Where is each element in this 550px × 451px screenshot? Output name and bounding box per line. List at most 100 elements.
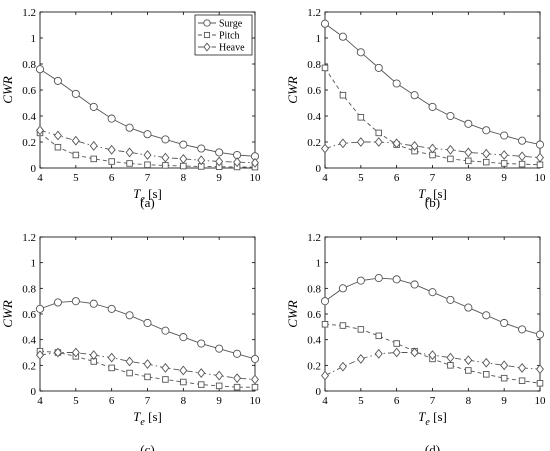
data-point-heave <box>161 362 170 373</box>
y-tick-label: 1 <box>316 33 322 45</box>
panel-label: (b) <box>425 195 440 210</box>
y-tick-label: 0.4 <box>307 335 321 347</box>
data-point-surge <box>500 318 509 328</box>
data-point-heave <box>143 359 152 369</box>
y-tick-label: 0.8 <box>307 283 321 295</box>
series-line-surge <box>324 277 541 335</box>
y-tick-label: 0.2 <box>307 137 321 149</box>
chart-panel-2: 4 5 6 7 8 9 10 0 0.2 0.4 0.6 0.8 1 1.2 CWR Te [s](b) <box>285 7 546 210</box>
y-tick-label: 1 <box>31 33 37 45</box>
data-point-heave <box>36 125 44 136</box>
data-point-surge <box>410 91 419 100</box>
y-axis-label: CWR <box>0 76 15 104</box>
x-axis-label-subscript: e <box>425 417 430 428</box>
x-tick-label: 9 <box>501 395 507 407</box>
data-point-pitch <box>72 151 80 159</box>
x-tick-label: 5 <box>73 172 79 184</box>
data-point-heave <box>464 355 473 366</box>
data-point-pitch <box>233 383 241 391</box>
data-point-pitch <box>447 362 454 369</box>
data-point-surge <box>215 148 224 157</box>
data-point-heave <box>233 157 242 168</box>
data-point-surge <box>392 275 401 284</box>
data-point-surge <box>179 140 188 149</box>
data-point-surge <box>53 76 62 85</box>
x-axis-label-unit: [s] <box>145 409 162 424</box>
data-point-heave <box>446 144 455 155</box>
data-point-pitch <box>536 161 544 168</box>
x-tick-label: 7 <box>145 395 151 407</box>
y-axis-label: CWR <box>0 300 15 328</box>
series-pitch <box>36 347 259 391</box>
y-tick-label: 0.2 <box>22 360 36 372</box>
data-point-heave <box>518 362 527 373</box>
data-point-heave <box>107 352 116 363</box>
y-tick-label: 1.2 <box>22 232 36 244</box>
x-tick-label: 9 <box>216 395 222 407</box>
data-point-heave <box>161 152 170 163</box>
y-tick-label: 0.8 <box>22 59 36 71</box>
data-point-surge <box>143 130 152 139</box>
x-tick-label: 10 <box>535 395 547 407</box>
data-point-surge <box>161 135 170 144</box>
data-point-pitch <box>126 369 133 377</box>
data-point-pitch <box>144 161 151 168</box>
data-point-heave <box>53 130 62 141</box>
x-axis-label-subscript: e <box>425 194 430 205</box>
data-point-pitch <box>197 381 205 388</box>
data-point-heave <box>410 347 419 358</box>
data-point-heave <box>392 138 401 149</box>
data-point-surge <box>143 318 152 328</box>
data-point-pitch <box>500 374 508 382</box>
x-tick-label: 4 <box>37 395 43 407</box>
x-tick-label: 7 <box>145 172 151 184</box>
data-point-pitch <box>465 367 472 374</box>
data-point-heave <box>89 140 98 151</box>
series-surge <box>320 274 545 339</box>
y-tick-label: 0.4 <box>307 111 321 123</box>
data-point-surge <box>535 330 545 339</box>
y-tick-label: 0.6 <box>22 85 36 97</box>
data-point-heave <box>71 347 80 358</box>
data-point-surge <box>464 119 473 128</box>
x-axis-label: Te [s] <box>418 186 447 205</box>
series-heave <box>321 137 544 163</box>
x-axis-label: Te [s] <box>133 409 162 428</box>
data-point-heave <box>36 350 44 360</box>
data-point-pitch <box>483 371 490 378</box>
data-point-heave <box>197 368 206 378</box>
x-axis-label-symbol: T <box>133 186 141 201</box>
x-tick-label: 4 <box>37 172 43 184</box>
data-point-surge <box>446 295 455 304</box>
data-point-surge <box>215 344 224 353</box>
data-point-surge <box>107 304 116 313</box>
data-point-heave <box>410 140 419 151</box>
data-point-heave <box>500 360 509 371</box>
data-point-heave <box>428 143 437 154</box>
data-point-surge <box>89 299 98 308</box>
data-point-surge <box>374 63 383 72</box>
y-tick-label: 1 <box>316 258 322 270</box>
x-tick-label: 4 <box>322 172 328 184</box>
data-point-pitch <box>321 64 329 72</box>
data-point-pitch <box>339 322 347 329</box>
chart-panel-4: 4 5 6 7 8 9 10 0 0.2 0.4 0.6 0.8 1 1.2 CWR Te [s] (d) <box>285 232 546 451</box>
data-point-heave <box>251 374 259 385</box>
x-tick-label: 7 <box>430 172 436 184</box>
data-point-surge <box>125 123 134 132</box>
data-point-pitch <box>518 160 526 168</box>
data-point-pitch <box>483 158 490 166</box>
data-point-pitch <box>447 155 454 163</box>
data-point-surge <box>356 48 365 57</box>
data-point-heave <box>446 352 455 363</box>
data-point-heave <box>143 150 152 160</box>
y-tick-label: 0.6 <box>307 309 321 321</box>
data-point-surge <box>197 339 206 348</box>
data-point-pitch <box>500 160 508 167</box>
data-point-surge <box>233 349 242 358</box>
y-tick-label: 0 <box>316 386 322 398</box>
legend-marker-heave <box>203 42 211 52</box>
data-point-surge <box>35 65 45 74</box>
y-tick-label: 0.4 <box>22 111 36 123</box>
